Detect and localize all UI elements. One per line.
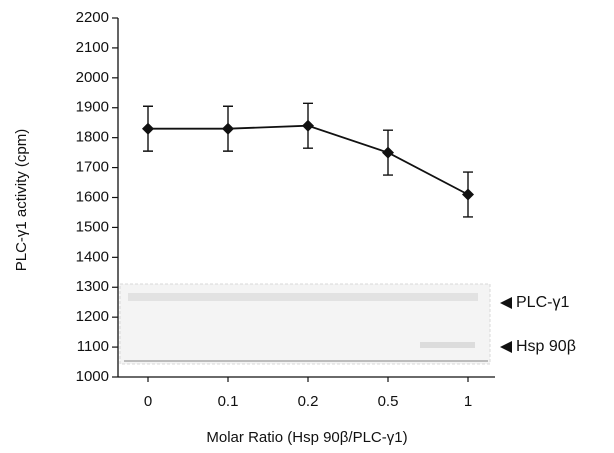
y-tick-label: 1500 — [76, 218, 109, 235]
y-tick-label: 2200 — [76, 9, 109, 26]
y-tick-label: 1400 — [76, 248, 109, 265]
point — [222, 122, 234, 135]
x-tick-label: 0 — [144, 393, 152, 410]
point — [142, 122, 154, 135]
y-tick-label: 2100 — [76, 39, 109, 56]
x-tick-label: 0.1 — [218, 393, 239, 410]
y-tick-label: 1200 — [76, 308, 109, 325]
annotation: PLC-γ1 — [516, 294, 569, 311]
blot-inset — [119, 283, 491, 365]
annotation: Hsp 90β — [516, 338, 576, 355]
y-tick-label: 1900 — [76, 99, 109, 116]
x-axis-label: Molar Ratio (Hsp 90β/PLC-γ1) — [206, 429, 407, 446]
y-tick-label: 2000 — [76, 69, 109, 86]
y-tick-label: 1800 — [76, 129, 109, 146]
y-tick-label: 1600 — [76, 188, 109, 205]
point — [302, 119, 314, 132]
y-tick-label: 1300 — [76, 278, 109, 295]
y-tick-label: 1000 — [76, 368, 109, 385]
x-tick-label: 0.2 — [298, 393, 319, 410]
x-tick-label: 0.5 — [378, 393, 399, 410]
y-tick-label: 1700 — [76, 159, 109, 176]
point — [462, 188, 474, 201]
arrow — [500, 341, 512, 353]
y-axis-label: PLC-γ1 activity (cpm) — [13, 129, 30, 272]
y-tick-label: 1100 — [77, 338, 109, 355]
x-tick-label: 1 — [464, 393, 472, 410]
point — [382, 146, 394, 159]
arrow — [500, 297, 512, 309]
